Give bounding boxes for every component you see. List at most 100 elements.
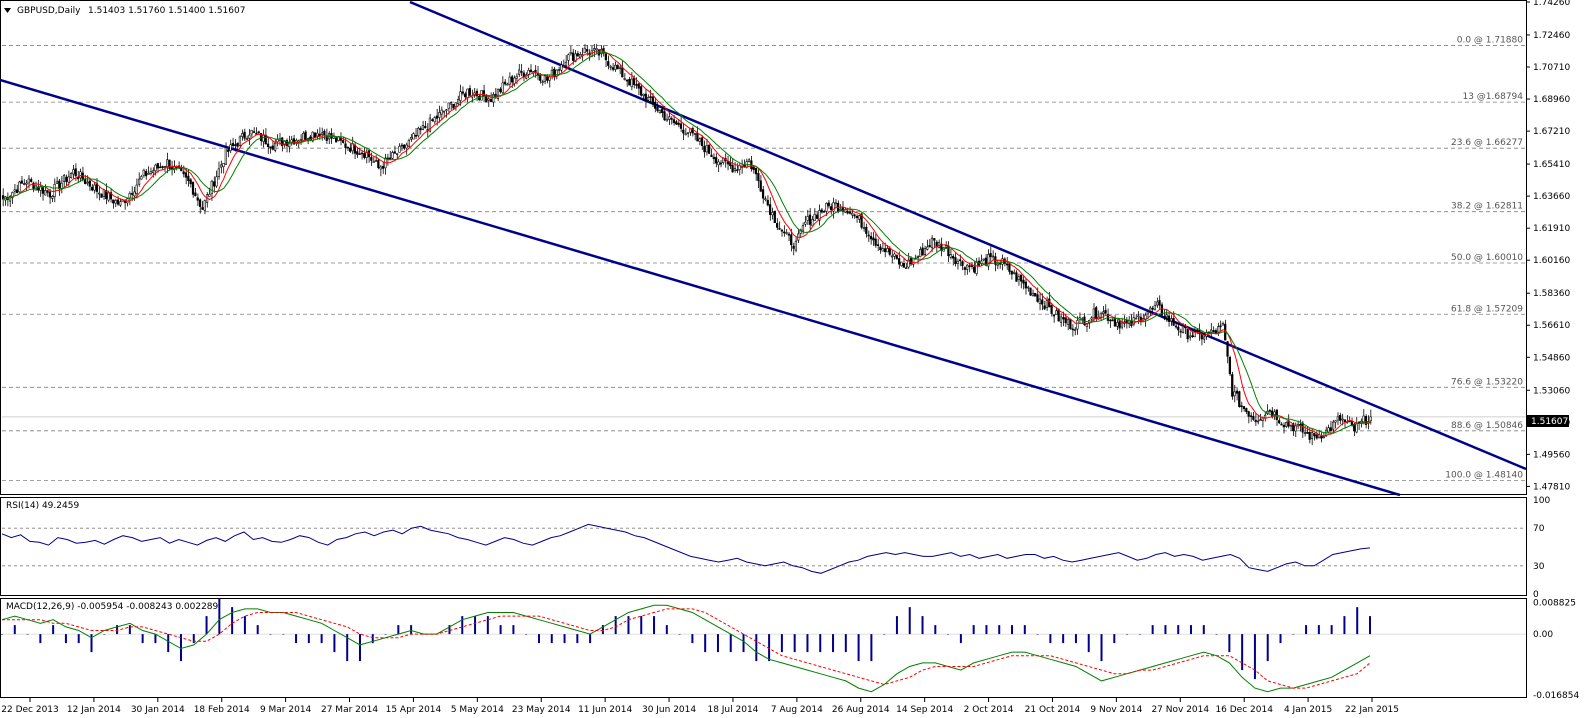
candle-body [492,94,495,103]
candle-body [346,146,349,149]
candle-body [456,99,460,105]
candle-body [69,172,73,178]
candle [234,139,237,152]
candle-body [1256,420,1260,423]
candle [1240,401,1243,413]
candle-body [74,168,77,177]
candle [13,183,16,195]
candle [757,167,760,189]
candle-body [987,254,990,267]
candle-body [1050,305,1053,314]
candle [921,243,924,256]
candle-body [109,192,113,200]
candle [1066,317,1070,331]
candle-body [773,210,776,223]
candle-body [30,179,33,182]
candle-body [583,47,586,54]
candle-body [1315,434,1318,439]
macd-histogram-bar [358,634,361,662]
macd-histogram-bar [806,634,809,653]
candle-body [529,69,532,73]
candle [372,156,375,163]
candle-body [140,176,143,180]
macd-histogram-bar [295,634,298,644]
date-tick-label: 4 Jan 2015 [1284,705,1332,715]
candle [346,146,349,152]
candle [438,105,441,123]
candle [639,83,643,97]
rsi-panel[interactable] [0,497,1527,596]
collapse-triangle-icon[interactable] [4,8,11,13]
candle [1273,409,1276,420]
fib-label: 23.6 @ 1.66277 [1451,138,1523,148]
candle [1282,422,1285,434]
candle-body [245,138,249,141]
candle-body [543,75,547,82]
candle [1045,296,1049,311]
trend-channel[interactable] [0,0,1527,497]
candle-body [433,117,436,123]
price-tick-label: 1.56610 [1533,321,1570,331]
candle [203,199,206,215]
candle-body [574,53,577,62]
candle-body [661,108,664,114]
candle-body [1,195,5,200]
candle [684,128,687,136]
candle-body [876,244,880,246]
ma-slow-line [2,52,1371,434]
macd-histogram-bar [1253,634,1256,680]
macd-panel[interactable] [0,598,1527,698]
candle [926,239,929,251]
candle [829,203,833,215]
candle-body [616,64,619,70]
candle [951,254,955,266]
candle-body [1029,287,1032,296]
candle-body [1102,311,1105,314]
candle-body [679,123,683,129]
candle-body [128,193,131,199]
candle-body [1364,416,1368,425]
candle [391,150,394,160]
candle-body [323,130,326,136]
candle-body [243,131,246,139]
candle-body [585,49,589,52]
candle-body [693,133,697,135]
candle [142,168,145,178]
candle-body [651,96,654,104]
candle-body [604,53,608,61]
macd-histogram-bar [832,634,835,653]
candle-body [182,171,185,175]
candle-body [370,157,373,161]
candle-body [675,121,678,125]
candle-body [398,146,401,153]
candle [644,89,647,108]
candle [1310,428,1314,446]
price-tick-label: 1.70710 [1533,63,1570,73]
candle [1191,328,1194,338]
main-price-panel[interactable] [0,0,1527,495]
candle [1313,432,1316,441]
candle [1320,432,1323,443]
macd-histogram-bar [1126,634,1129,635]
candle-body [281,137,284,147]
candle [403,144,406,151]
candle [1043,300,1046,311]
candle-body [1043,305,1046,310]
candle-body [818,210,821,221]
macd-histogram-bar [218,598,221,635]
candle-body [379,166,382,170]
candle-body [1268,410,1271,412]
candle-body [168,159,171,169]
candle-body [611,67,615,70]
candle-body [252,131,256,133]
candle-body [88,180,91,187]
candle-body [65,176,68,182]
macd-histogram-bar [410,625,413,635]
candle-body [1095,307,1098,319]
candle [956,258,959,270]
macd-tick-label: 0.008825 [1533,598,1576,608]
candle-body [1062,317,1065,320]
price-tick-label: 1.60160 [1533,256,1570,266]
candle [998,259,1002,269]
